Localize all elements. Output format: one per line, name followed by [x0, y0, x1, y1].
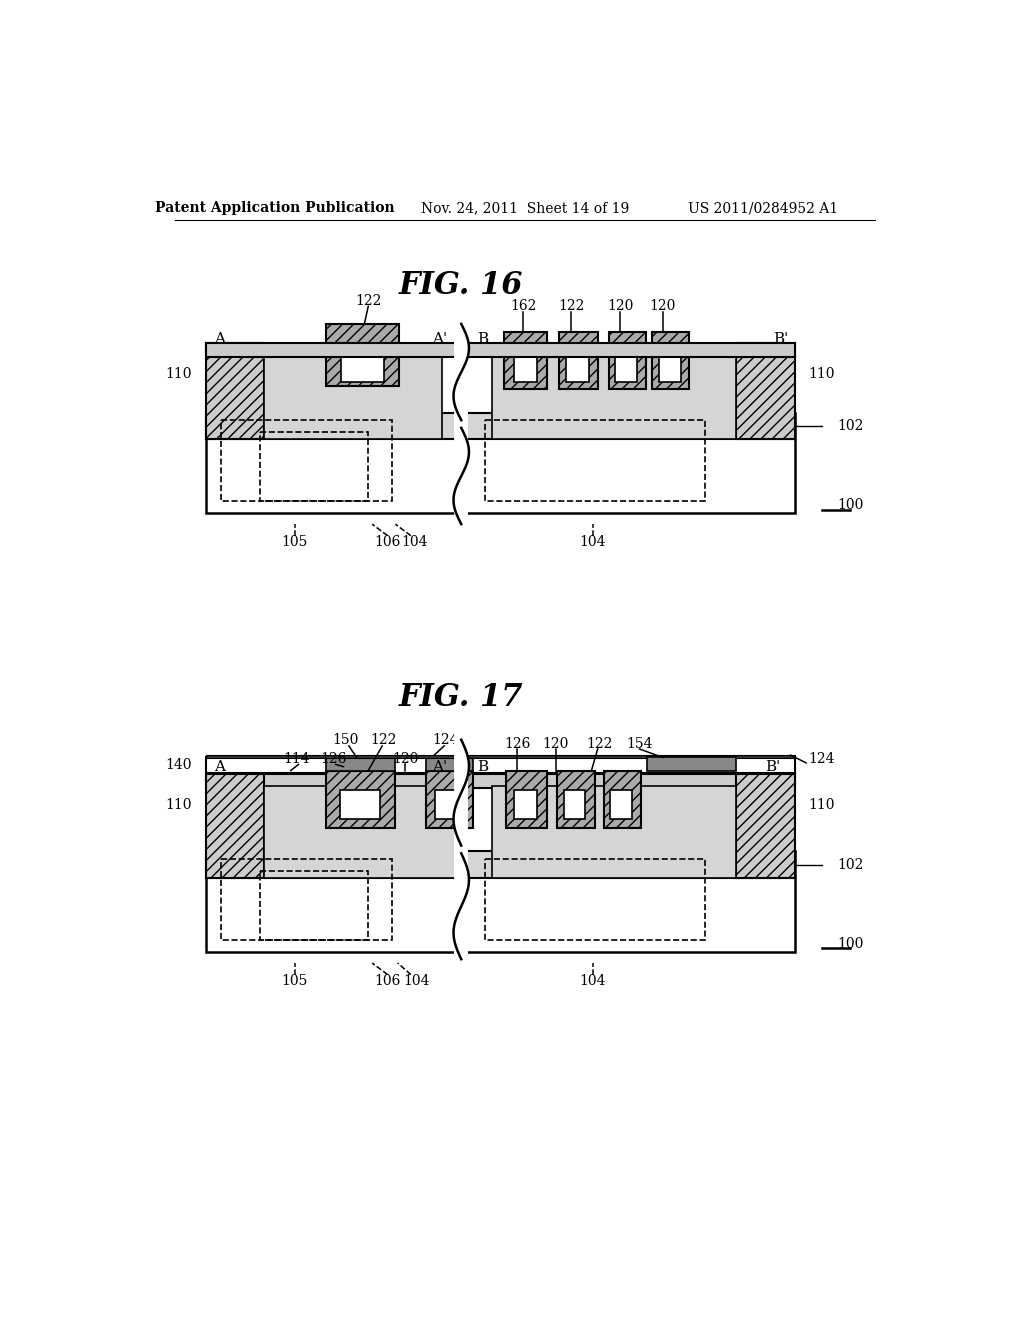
Bar [206, 851, 795, 952]
Text: 100: 100 [838, 498, 863, 512]
Text: 120: 120 [649, 300, 676, 313]
Text: 102: 102 [838, 858, 863, 873]
Text: Patent Application Publication: Patent Application Publication [156, 202, 395, 215]
Bar [557, 771, 595, 829]
Bar [206, 343, 263, 440]
Text: 154: 154 [627, 737, 652, 751]
Bar [340, 789, 380, 818]
Text: A: A [214, 333, 225, 346]
Text: 122: 122 [586, 737, 612, 751]
Text: 102: 102 [838, 420, 863, 433]
Text: US 2011/0284952 A1: US 2011/0284952 A1 [688, 202, 839, 215]
Text: A: A [214, 760, 225, 774]
Bar [260, 432, 369, 502]
Text: 104: 104 [580, 535, 606, 549]
Text: 104: 104 [403, 974, 429, 987]
Bar [326, 771, 395, 829]
Bar [260, 871, 369, 940]
Bar [263, 355, 442, 440]
Bar [484, 859, 706, 940]
Text: Nov. 24, 2011  Sheet 14 of 19: Nov. 24, 2011 Sheet 14 of 19 [421, 202, 629, 215]
Bar [604, 771, 641, 829]
Bar [736, 343, 795, 440]
Text: A': A' [432, 333, 447, 346]
Text: 110: 110 [165, 367, 191, 381]
Bar [263, 785, 458, 878]
Bar [435, 789, 464, 818]
Bar [221, 859, 391, 940]
Bar [514, 789, 538, 818]
Text: 122: 122 [558, 300, 585, 313]
Text: 110: 110 [809, 799, 835, 812]
Bar [504, 331, 547, 389]
Text: 120: 120 [543, 737, 569, 751]
Text: 105: 105 [282, 535, 308, 549]
Text: 120: 120 [607, 300, 633, 313]
Bar [341, 351, 384, 381]
Bar [652, 331, 689, 389]
Text: 104: 104 [401, 535, 428, 549]
Bar [615, 355, 637, 381]
Text: FIG. 16: FIG. 16 [399, 271, 523, 301]
Text: B': B' [773, 333, 788, 346]
Bar [493, 355, 736, 440]
Text: 100: 100 [838, 937, 863, 950]
Bar [206, 758, 795, 774]
Text: B: B [477, 760, 488, 774]
Text: B: B [477, 333, 488, 346]
Bar [206, 851, 795, 878]
Text: 122: 122 [371, 733, 397, 747]
Bar [563, 789, 586, 818]
Text: 105: 105 [282, 974, 308, 987]
Text: 140: 140 [165, 758, 191, 772]
Bar [426, 771, 473, 829]
Text: 124: 124 [432, 733, 459, 747]
Bar [566, 355, 589, 381]
Bar [736, 775, 795, 878]
Bar [493, 785, 736, 878]
Bar [506, 771, 547, 829]
Text: 110: 110 [809, 367, 835, 381]
Bar [484, 420, 706, 502]
Text: 106: 106 [375, 974, 400, 987]
Text: 114: 114 [284, 752, 310, 766]
Text: 126: 126 [504, 737, 530, 751]
Text: A': A' [432, 760, 447, 774]
Bar [326, 323, 399, 385]
Text: 122: 122 [355, 294, 381, 308]
Text: 126: 126 [321, 752, 346, 766]
Bar [426, 758, 473, 771]
Bar [610, 789, 632, 818]
Bar [206, 343, 795, 358]
Bar [326, 758, 395, 771]
Text: 162: 162 [510, 300, 537, 313]
Bar [206, 412, 795, 512]
Text: 106: 106 [375, 535, 400, 549]
Text: 120: 120 [392, 752, 419, 766]
Text: 104: 104 [580, 974, 606, 987]
Bar [514, 355, 538, 381]
Text: B': B' [765, 760, 780, 774]
Bar [647, 758, 736, 771]
Bar [658, 355, 681, 381]
Text: 110: 110 [165, 799, 191, 812]
Text: 124: 124 [809, 752, 835, 766]
Bar [559, 331, 598, 389]
Text: 150: 150 [332, 733, 358, 747]
Bar [206, 775, 795, 788]
Bar [206, 775, 263, 878]
Bar [206, 755, 795, 758]
Bar [206, 412, 795, 440]
Bar [608, 331, 646, 389]
Bar [221, 420, 391, 502]
Text: FIG. 17: FIG. 17 [399, 682, 523, 713]
